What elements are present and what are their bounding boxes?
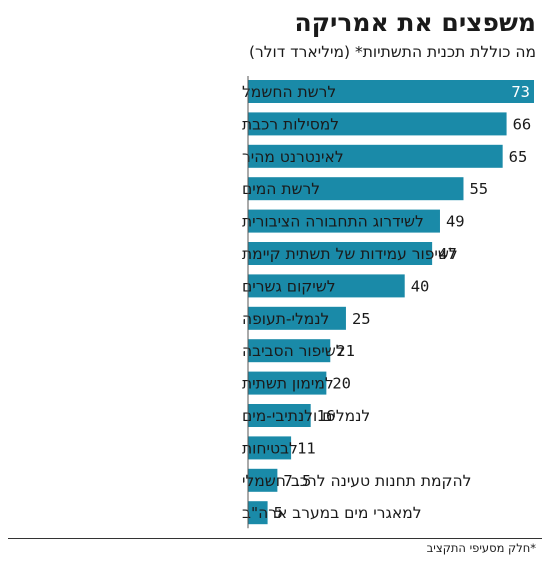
value-label: 73 xyxy=(511,83,530,101)
category-label: לרשת המים xyxy=(242,180,320,198)
category-label: לשיקום גשרים xyxy=(242,277,336,295)
bar xyxy=(248,80,534,103)
value-label: 47 xyxy=(438,245,457,263)
category-label: לשיפור עמידות של תשתית קיימת xyxy=(242,245,458,263)
bar-row: לרשת החשמל 73 xyxy=(242,80,534,103)
value-label: 65 xyxy=(509,148,528,166)
bar xyxy=(248,404,311,427)
value-label: 16 xyxy=(317,407,336,425)
bar-row: לבטיחות 11 xyxy=(242,436,316,460)
bar xyxy=(248,339,331,363)
category-label: למימון תשתית xyxy=(242,375,334,393)
category-label: לבטיחות xyxy=(242,439,298,457)
bar-row: לרשת המים 55 xyxy=(242,177,488,201)
bar-row: למאגרי מים במערב ארה"ב5 xyxy=(242,501,422,525)
bar-row: למסילות רכבת 66 xyxy=(242,112,532,136)
bar xyxy=(248,436,292,460)
category-label: למסילות רכבת xyxy=(242,115,339,133)
bar-row: לשיקום גשרים 40 xyxy=(242,274,430,298)
value-label: 49 xyxy=(446,213,465,231)
category-label: למאגרי מים במערב ארה"ב xyxy=(242,504,422,522)
bar-row: לאינטרנט מהיר 65 xyxy=(242,144,528,168)
value-label: 25 xyxy=(352,310,371,328)
bar xyxy=(248,501,268,525)
chart-subtitle: מה כוללת תכנית התשתיות* (מיליארד דולר) xyxy=(248,43,536,61)
value-label: 20 xyxy=(332,375,351,393)
value-label: 11 xyxy=(297,439,316,457)
chart-title: משפצים את אמריקה xyxy=(294,8,536,37)
footnote: *חלק מסעיפי התקציב xyxy=(426,541,536,555)
value-label: 55 xyxy=(469,180,488,198)
category-label: לשיפור הסביבה xyxy=(242,342,345,360)
category-label: להקמת תחנות טעינה לרכב חשמלי xyxy=(242,472,471,490)
bar-row: לשידרוג התחבורה הציבורית 49 xyxy=(242,209,465,233)
value-label: 7.5 xyxy=(283,472,311,490)
category-label: לאינטרנט מהיר xyxy=(242,148,344,166)
bar-row: לנמלי-תעופה 25 xyxy=(242,306,371,330)
value-label: 5 xyxy=(274,504,283,522)
footer-rule xyxy=(8,538,542,539)
category-label: לשידרוג התחבורה הציבורית xyxy=(242,213,424,231)
bar xyxy=(248,274,405,298)
value-label: 66 xyxy=(513,115,532,133)
bar xyxy=(248,112,507,136)
category-label: לרשת החשמל xyxy=(242,83,336,101)
bar xyxy=(248,242,433,265)
bar xyxy=(248,468,278,492)
bar-chart: לרשת החשמל 73 למסילות רכבת 66 לאינטרנט מהיר 6… xyxy=(242,76,534,529)
category-label: לנמלי-תעופה xyxy=(242,310,329,328)
bar xyxy=(248,209,440,233)
bar xyxy=(248,177,464,201)
category-label: לנמלים ולנתיבי-מים xyxy=(242,407,370,425)
bar xyxy=(248,371,327,395)
value-label: 40 xyxy=(411,277,430,295)
bar xyxy=(248,144,503,168)
value-label: 21 xyxy=(336,342,355,360)
bar xyxy=(248,306,346,330)
